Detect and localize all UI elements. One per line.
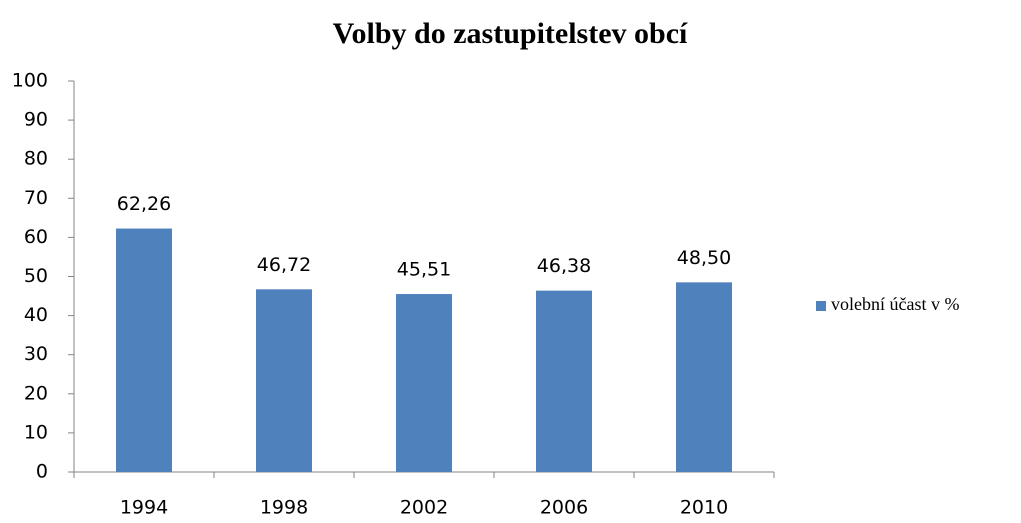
x-tick-label: 1994 <box>120 497 168 519</box>
data-label: 45,51 <box>397 259 451 281</box>
legend-swatch <box>816 301 826 311</box>
data-label: 46,72 <box>257 254 311 276</box>
y-tick-label: 100 <box>12 70 48 92</box>
bar <box>396 294 452 472</box>
x-tick-label: 2010 <box>680 497 728 519</box>
y-tick-label: 60 <box>24 226 48 248</box>
y-tick-label: 40 <box>24 304 48 326</box>
data-label: 46,38 <box>537 255 591 277</box>
x-tick-label: 1998 <box>260 497 308 519</box>
y-tick-label: 0 <box>36 461 48 483</box>
bar <box>116 228 172 472</box>
legend-label: volební účast v % <box>831 294 959 314</box>
x-tick-label: 2006 <box>540 497 588 519</box>
y-tick-label: 50 <box>24 265 48 287</box>
y-tick-label: 30 <box>24 343 48 365</box>
bar <box>676 282 732 472</box>
y-tick-label: 20 <box>24 382 48 404</box>
x-tick-label: 2002 <box>400 497 448 519</box>
bar <box>536 290 592 472</box>
y-tick-label: 80 <box>24 148 48 170</box>
bar <box>256 289 312 472</box>
y-tick-label: 70 <box>24 187 48 209</box>
chart-title: Volby do zastupitelstev obcí <box>333 17 688 50</box>
data-label: 62,26 <box>117 193 171 215</box>
data-label: 48,50 <box>677 247 731 269</box>
y-tick-label: 90 <box>24 109 48 131</box>
y-tick-label: 10 <box>24 421 48 443</box>
